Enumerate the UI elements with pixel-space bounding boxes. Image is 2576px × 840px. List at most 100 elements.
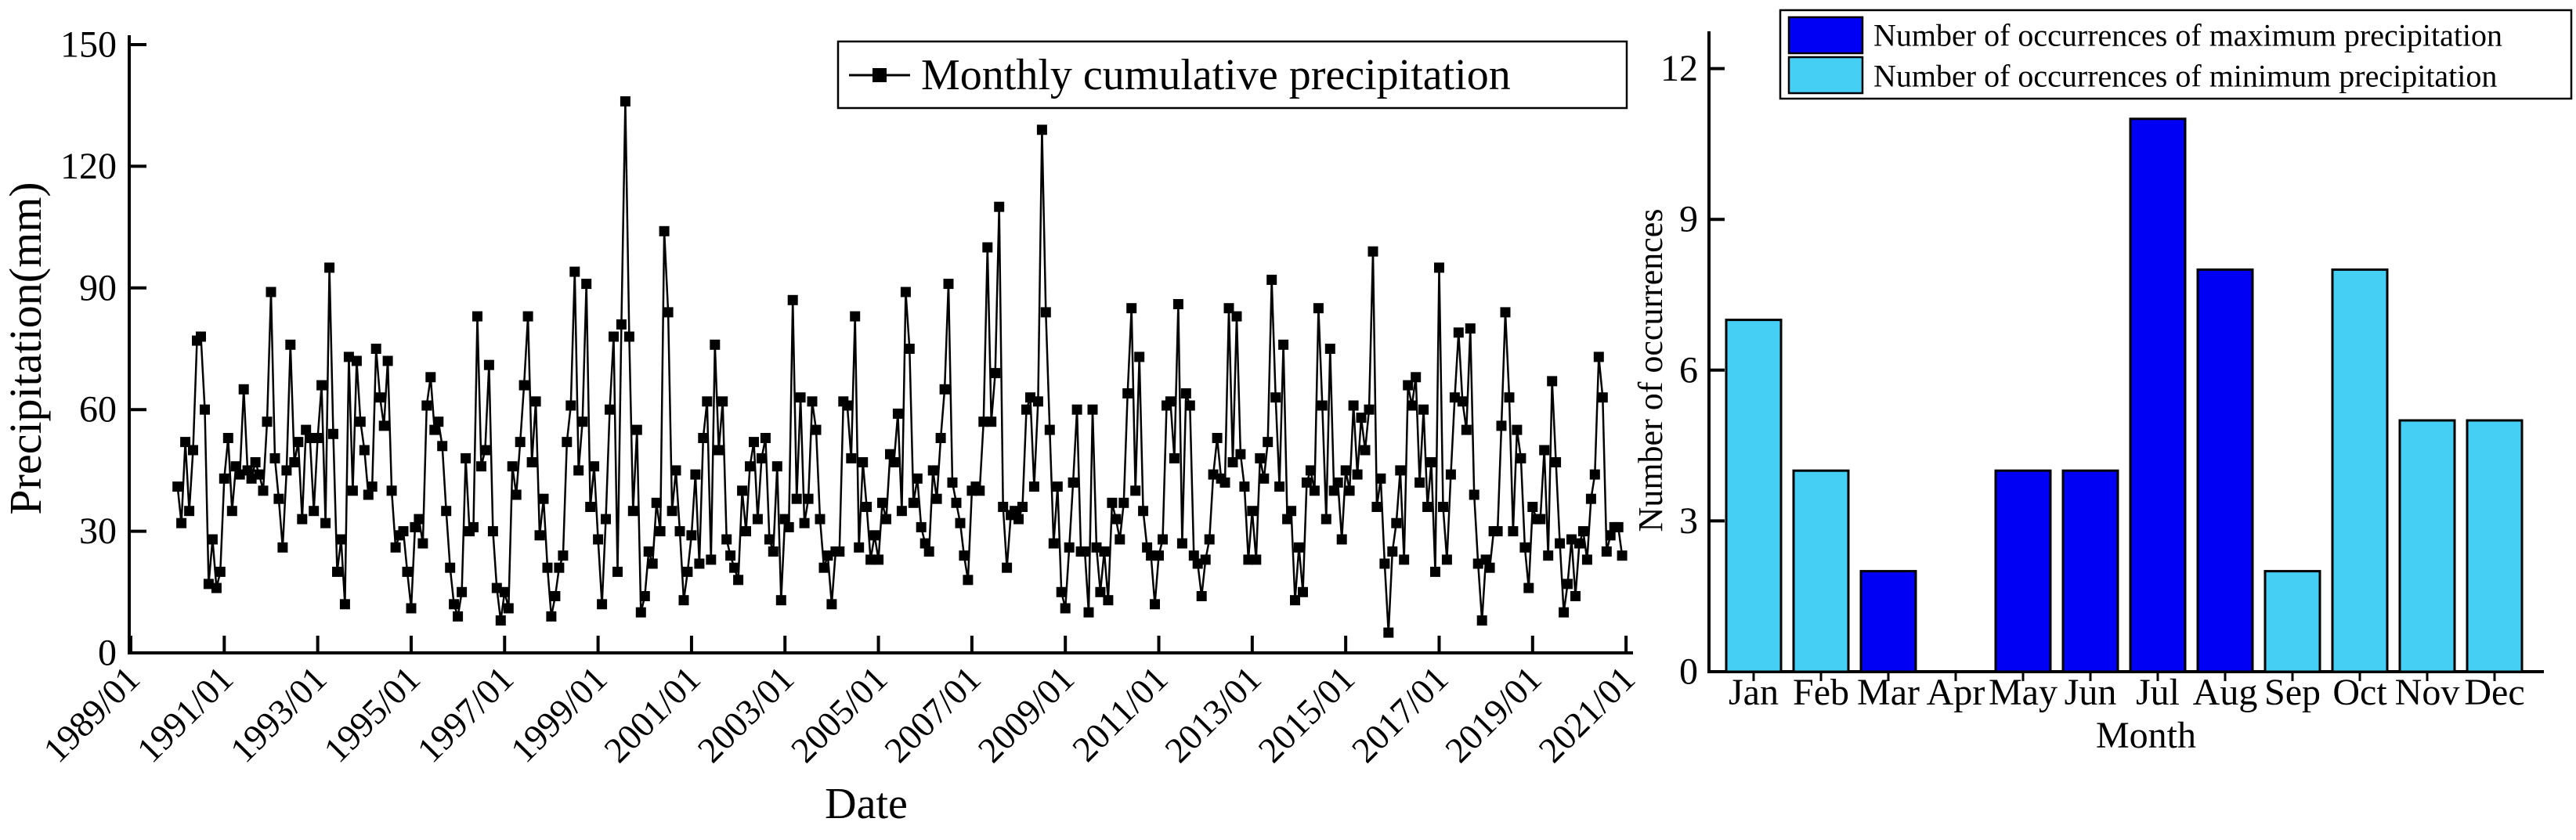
data-point-marker (768, 546, 779, 557)
data-point-marker (507, 461, 518, 472)
data-point-marker (888, 457, 899, 467)
data-point-marker (1438, 502, 1448, 512)
data-point-marker (230, 461, 241, 472)
data-point-marker (1083, 607, 1094, 618)
data-point-marker (1383, 627, 1394, 638)
data-point-marker (196, 331, 206, 342)
data-point-marker (1212, 433, 1223, 443)
data-point-marker (737, 485, 748, 496)
data-point-marker (281, 465, 292, 476)
data-point-marker (943, 279, 954, 290)
data-point-marker (951, 497, 962, 508)
data-point-marker (655, 526, 666, 537)
y-axis-title: Precipitation(mm) (0, 182, 51, 514)
data-point-marker (313, 433, 323, 443)
data-point-marker (414, 514, 425, 525)
data-point-marker (1239, 481, 1250, 492)
x-axis-title: Date (825, 780, 908, 828)
data-point-marker (1048, 538, 1059, 549)
data-point-marker (347, 485, 358, 496)
data-point-marker (1617, 550, 1628, 561)
data-point-marker (176, 517, 187, 528)
data-point-marker (916, 521, 927, 532)
data-point-marker (336, 534, 346, 545)
data-point-marker (425, 372, 436, 383)
data-point-marker (1196, 591, 1207, 601)
data-point-marker (1021, 404, 1031, 415)
data-point-marker (1150, 599, 1160, 610)
max-occurrence-bar-mar (1859, 570, 1917, 673)
data-point-marker (919, 538, 930, 549)
data-point-marker (1013, 514, 1024, 525)
data-point-marker (1543, 550, 1554, 561)
data-point-marker (1154, 550, 1164, 561)
line-legend-box (836, 40, 1628, 110)
data-point-marker (530, 396, 541, 407)
data-point-marker (1274, 481, 1285, 492)
data-point-marker (1476, 615, 1487, 626)
data-point-marker (1017, 502, 1028, 512)
data-point-marker (1461, 424, 1472, 435)
data-point-marker (1079, 546, 1090, 557)
data-point-marker (273, 493, 284, 504)
data-point-marker (320, 517, 331, 528)
data-point-marker (815, 514, 826, 525)
data-point-marker (1566, 534, 1577, 545)
data-point-marker (449, 599, 460, 610)
data-point-marker (585, 502, 596, 512)
data-point-marker (1255, 452, 1266, 463)
data-point-marker (698, 433, 709, 443)
data-point-marker (1188, 550, 1199, 561)
data-point-marker (222, 433, 233, 443)
data-point-marker (682, 566, 693, 577)
min-occurrence-bar-jan (1725, 319, 1783, 673)
data-point-marker (441, 506, 452, 517)
data-point-marker (927, 465, 938, 476)
data-point-marker (1516, 452, 1526, 463)
data-point-marker (706, 554, 717, 565)
data-point-marker (1581, 554, 1592, 565)
data-point-marker (546, 611, 557, 622)
data-point-marker (1064, 542, 1075, 553)
data-point-marker (947, 477, 958, 488)
data-point-marker (262, 416, 273, 427)
x-tick-label: 2007/01 (876, 658, 988, 770)
data-point-marker (1441, 554, 1452, 565)
data-point-marker (1492, 526, 1503, 537)
data-point-marker (1344, 485, 1355, 496)
precipitation-line (176, 101, 1624, 633)
max-occurrence-bar-may (1994, 469, 2052, 673)
data-point-marker (1036, 124, 1047, 135)
data-point-marker (990, 368, 1001, 379)
data-point-marker (402, 566, 413, 577)
data-point-marker (1465, 323, 1476, 334)
data-point-marker (1356, 413, 1367, 424)
y-tick-label: 150 (60, 24, 117, 66)
y-tick-label: 3 (1679, 500, 1698, 542)
data-point-marker (1071, 404, 1082, 415)
data-point-marker (1115, 534, 1125, 545)
data-point-marker (1095, 586, 1106, 597)
data-point-marker (612, 566, 623, 577)
data-point-marker (865, 554, 876, 565)
data-point-marker (453, 611, 464, 622)
data-point-marker (1453, 327, 1464, 338)
data-point-marker (495, 615, 506, 626)
x-tick-label: 2013/01 (1157, 658, 1269, 770)
data-point-marker (850, 311, 861, 322)
x-tick-label: 2017/01 (1344, 658, 1456, 770)
data-point-marker (749, 437, 759, 448)
data-point-marker (1278, 339, 1289, 350)
data-point-marker (238, 384, 249, 395)
x-tick-label: Feb (1793, 672, 1849, 713)
data-point-marker (1519, 542, 1530, 553)
y-tick-label: 30 (79, 510, 117, 552)
data-point-marker (1208, 469, 1219, 480)
data-point-marker (180, 437, 191, 448)
data-point-marker (581, 279, 592, 290)
data-point-marker (499, 586, 510, 597)
data-point-marker (184, 506, 195, 517)
data-point-marker (1500, 307, 1511, 318)
